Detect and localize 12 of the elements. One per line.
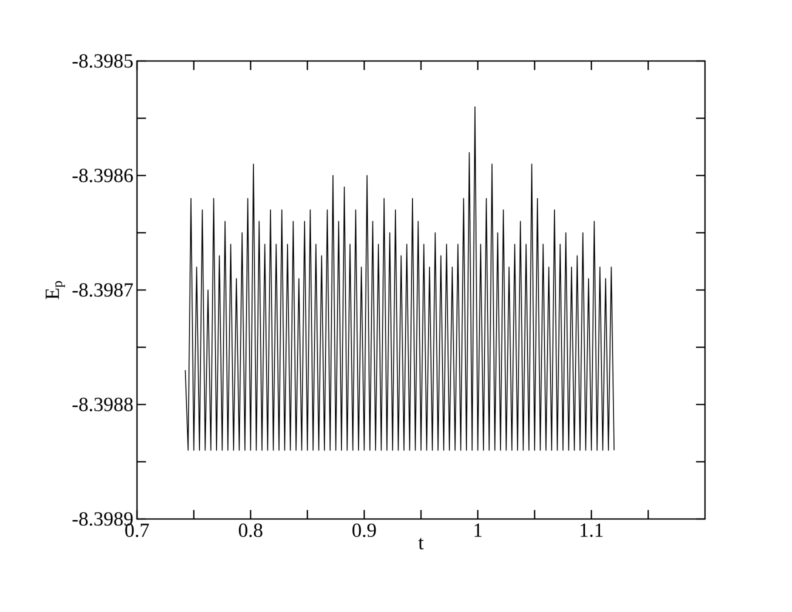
y-tick-label: -8.3986 bbox=[72, 168, 133, 182]
x-tick-label: 1 bbox=[474, 524, 482, 537]
y-tick-label: -8.3989 bbox=[72, 512, 133, 526]
y-axis-title: E$_{p}$ bbox=[46, 281, 65, 300]
y-tick-label: -8.3987 bbox=[72, 283, 133, 297]
y-tick-label: -8.3988 bbox=[72, 398, 133, 412]
x-tick-label: 0.8 bbox=[238, 524, 262, 538]
x-tick-label: 0.7 bbox=[125, 524, 149, 538]
x-axis-title: t bbox=[418, 538, 424, 550]
x-tick-label: 1.1 bbox=[580, 524, 603, 538]
y-tick-label: -8.3985 bbox=[72, 54, 133, 68]
x-tick-label: 0.9 bbox=[352, 524, 376, 538]
